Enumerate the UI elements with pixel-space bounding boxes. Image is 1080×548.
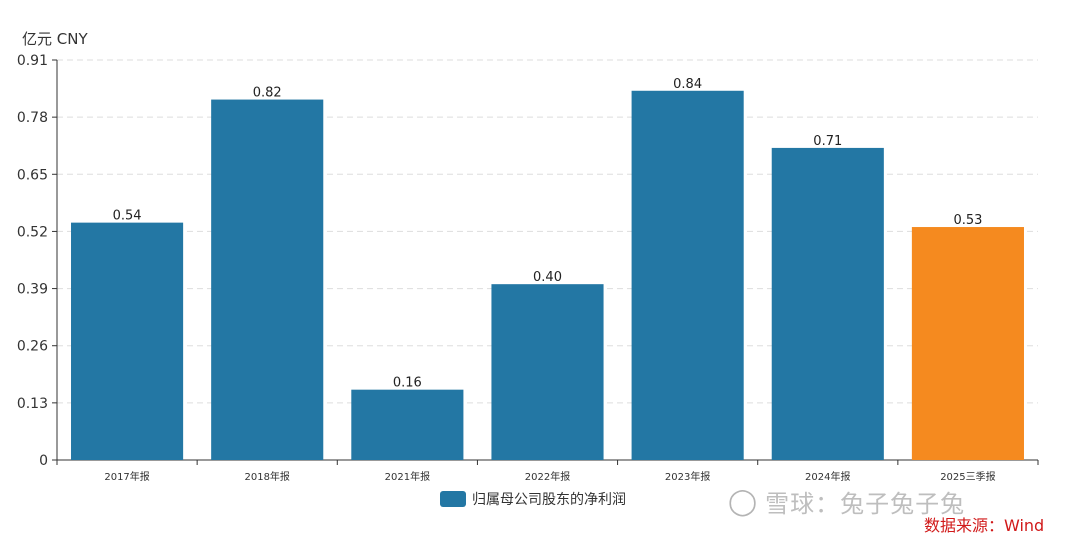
bar	[71, 222, 184, 460]
y-tick-label: 0.13	[17, 396, 48, 412]
data-label: 0.82	[253, 86, 282, 101]
watermark: ◯ 雪球：兔子兔子兔	[728, 484, 965, 519]
y-tick-label: 0.65	[17, 167, 48, 183]
x-tick-label: 2024年报	[805, 470, 850, 483]
y-axis-unit-label: 亿元 CNY	[22, 30, 88, 48]
chat-bubble-icon: ◯	[728, 486, 758, 517]
data-label: 0.40	[533, 270, 562, 285]
x-tick-label: 2018年报	[244, 470, 289, 483]
legend-swatch	[440, 491, 466, 507]
bar	[771, 147, 884, 460]
data-label: 0.53	[953, 213, 982, 228]
y-tick-label: 0.39	[17, 282, 48, 298]
data-label: 0.71	[813, 134, 842, 149]
bar	[211, 99, 324, 461]
data-label: 0.54	[113, 209, 142, 224]
bar	[631, 90, 744, 461]
bar	[491, 284, 604, 460]
watermark-text: 雪球：兔子兔子兔	[765, 490, 966, 518]
data-label: 0.84	[673, 77, 702, 92]
y-tick-label: 0	[39, 453, 48, 469]
x-tick-label: 2021年报	[385, 470, 430, 483]
data-source-note: 数据来源：Wind	[924, 516, 1045, 535]
y-tick-label: 0.78	[17, 110, 48, 126]
bar	[351, 389, 464, 460]
y-tick-label: 0.91	[17, 53, 48, 69]
legend[interactable]: 归属母公司股东的净利润	[440, 489, 626, 509]
bar	[911, 227, 1024, 460]
data-label: 0.16	[393, 376, 422, 391]
y-tick-label: 0.26	[17, 339, 48, 355]
x-tick-label: 2022年报	[525, 470, 570, 483]
y-tick-label: 0.52	[17, 224, 48, 240]
x-tick-label: 2017年报	[104, 470, 149, 483]
x-tick-label: 2025三季报	[940, 470, 995, 483]
legend-label: 归属母公司股东的净利润	[472, 492, 626, 508]
x-tick-label: 2023年报	[665, 470, 710, 483]
